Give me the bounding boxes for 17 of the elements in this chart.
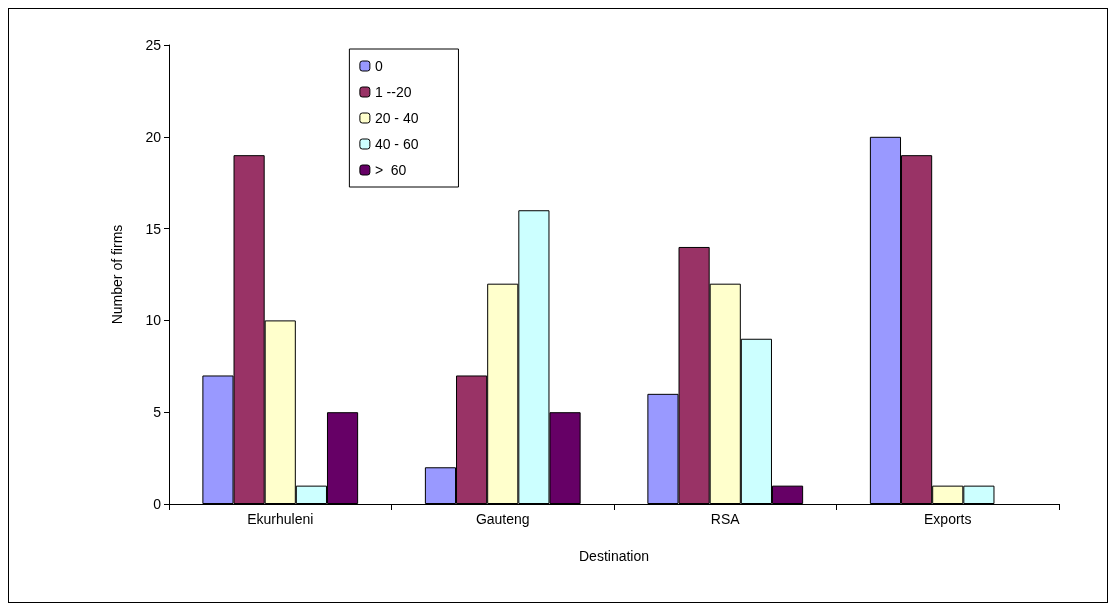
x-tick-label: Ekurhuleni bbox=[247, 511, 314, 527]
legend-label: 0 bbox=[374, 58, 383, 74]
legend-label: 20 - 40 bbox=[374, 110, 419, 126]
x-tick-label: Exports bbox=[924, 511, 972, 527]
x-tick-label: RSA bbox=[710, 511, 741, 527]
y-tick-label: 20 bbox=[145, 128, 162, 145]
y-tick-label: 5 bbox=[153, 404, 162, 421]
legend-label: > 60 bbox=[374, 162, 407, 178]
x-axis-title: Destination bbox=[578, 548, 650, 564]
legend-label: 1 --20 bbox=[374, 84, 412, 100]
y-tick-label: 25 bbox=[145, 37, 162, 53]
y-axis-title: Number of firms bbox=[109, 224, 125, 325]
y-tick-label: 10 bbox=[145, 312, 162, 329]
legend-label: 40 - 60 bbox=[374, 136, 419, 152]
y-tick-label: 0 bbox=[153, 496, 162, 512]
x-tick-label: Gauteng bbox=[475, 511, 530, 527]
y-tick-label: 15 bbox=[145, 220, 162, 237]
